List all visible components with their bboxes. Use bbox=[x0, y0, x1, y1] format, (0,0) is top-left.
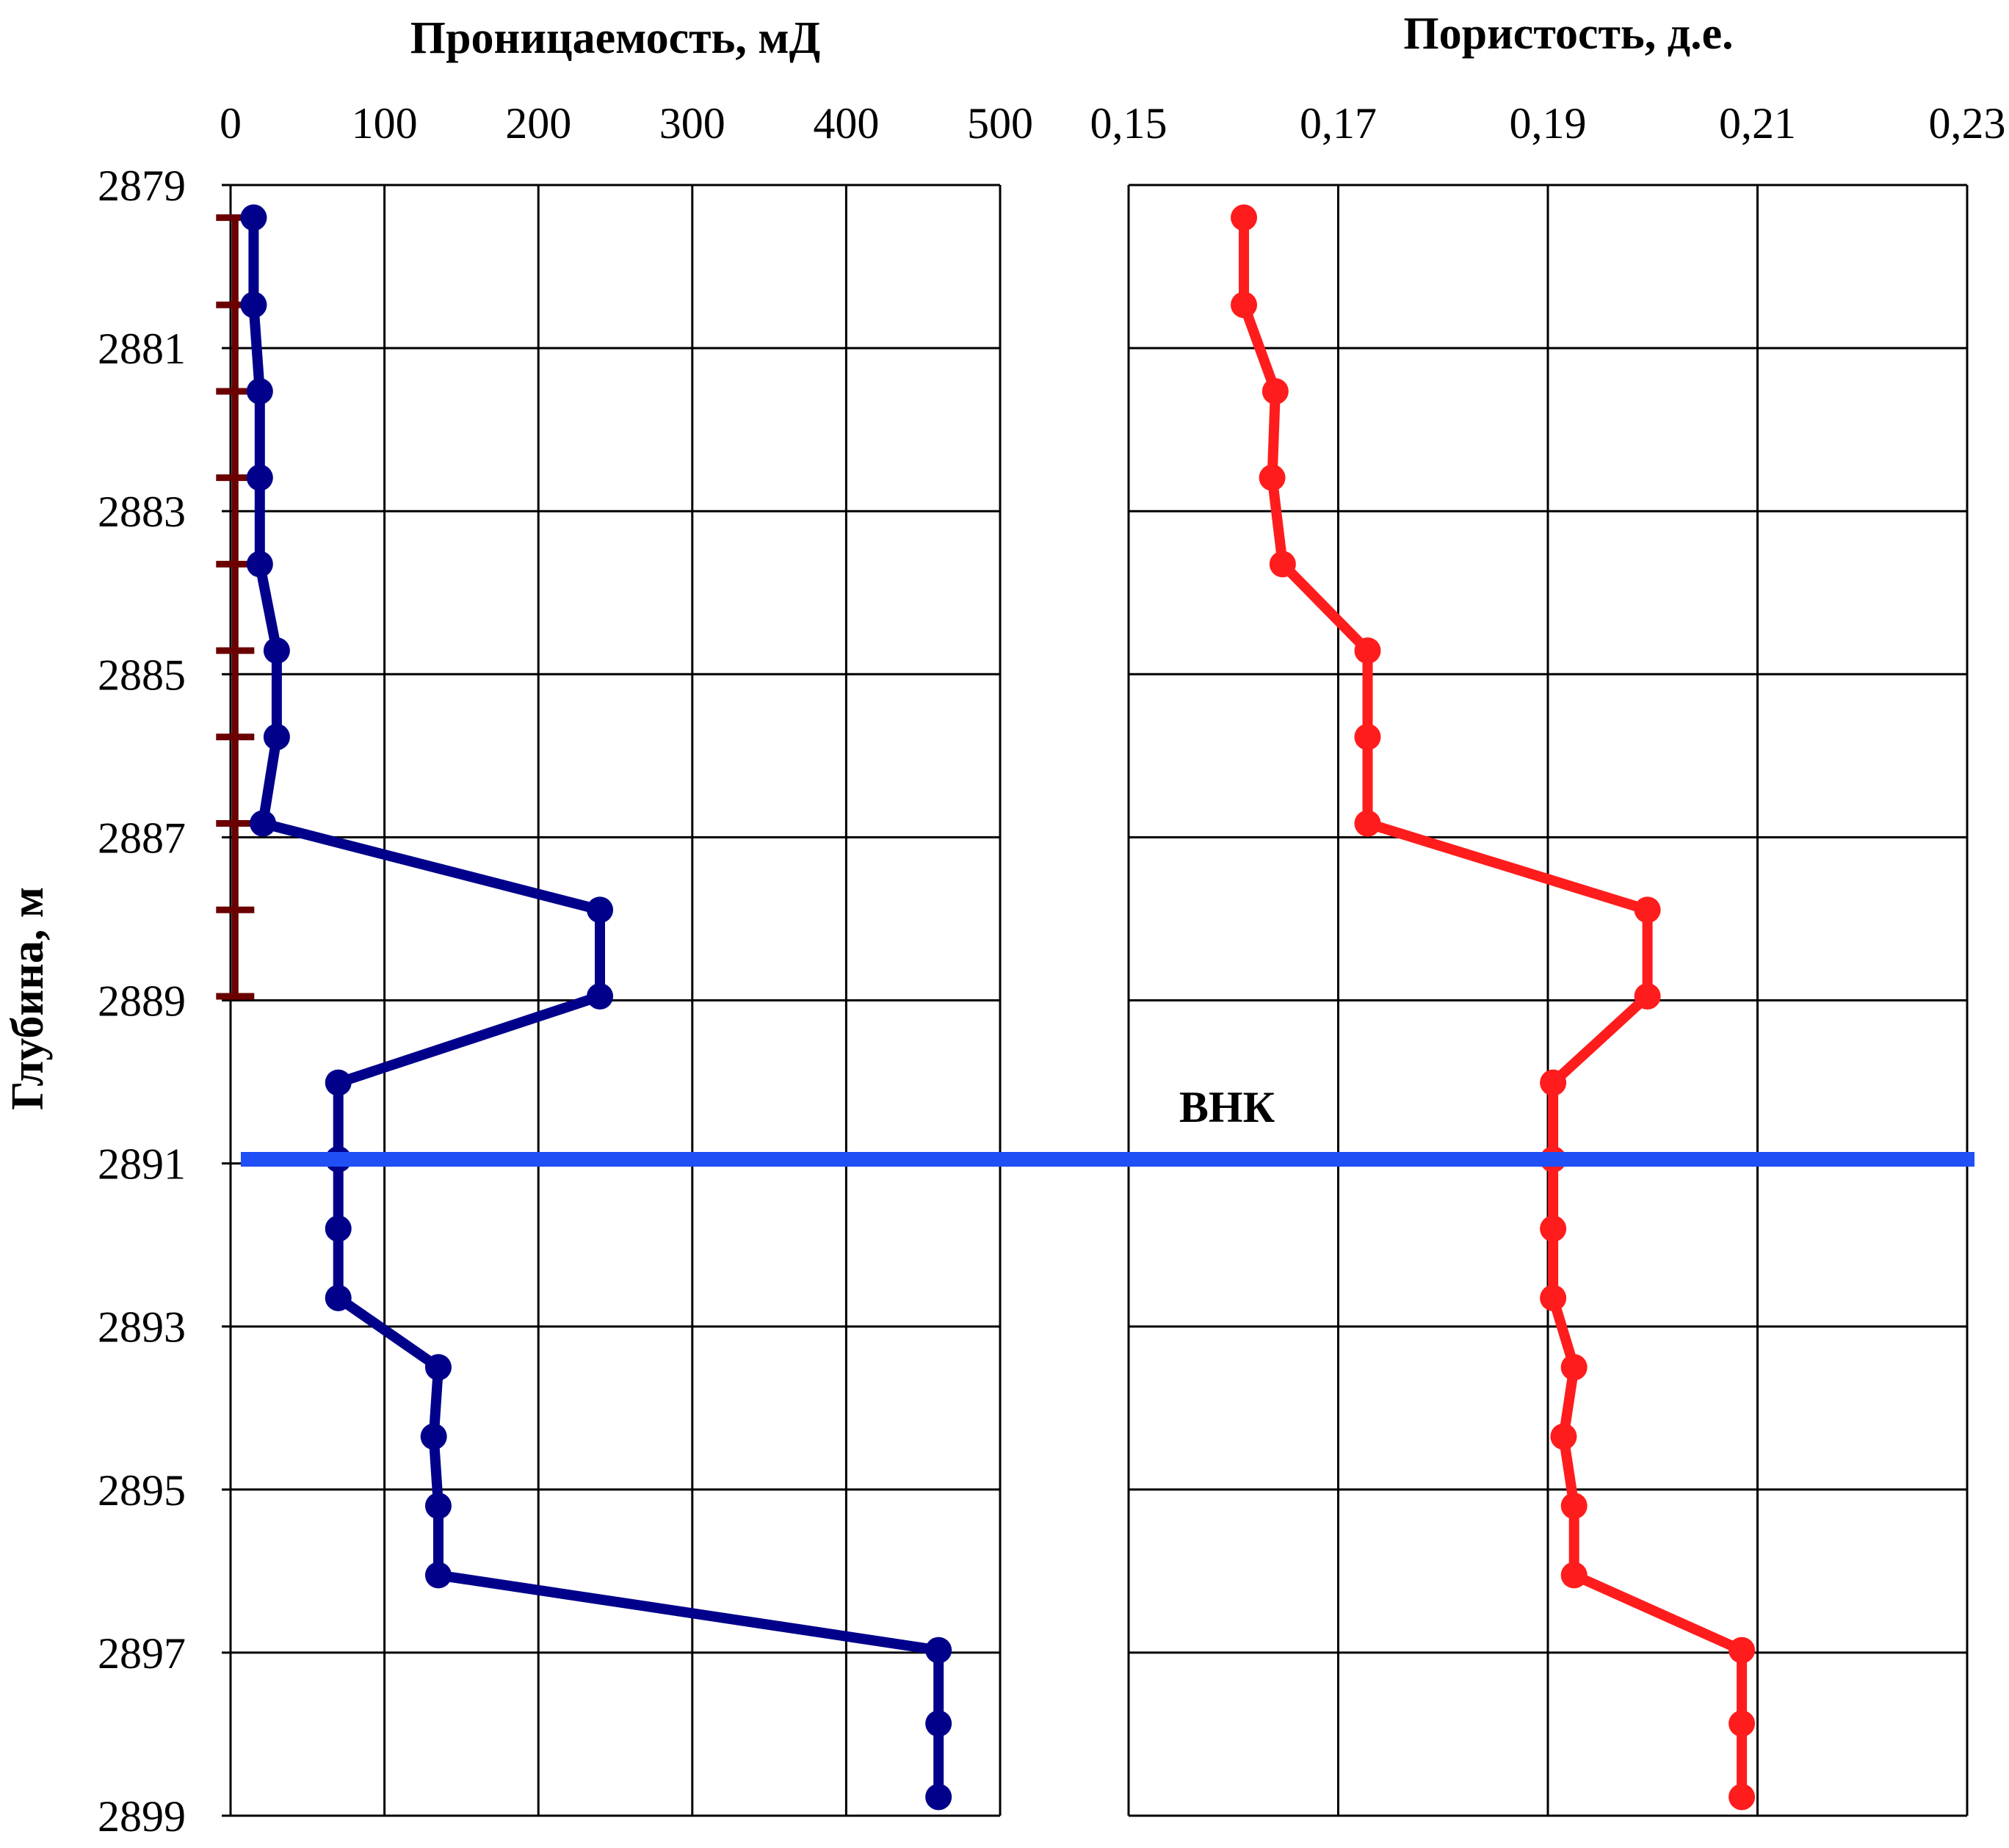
poro-x-tick-label: 0,17 bbox=[1300, 99, 1377, 148]
poro-x-tick-label: 0,21 bbox=[1719, 99, 1796, 148]
perm-data-point bbox=[424, 1493, 452, 1520]
perm-data-point bbox=[325, 1284, 352, 1311]
poro-data-point bbox=[1634, 896, 1661, 924]
perm-data-point bbox=[240, 204, 267, 231]
perm-data-point bbox=[325, 1069, 352, 1096]
poro-data-point bbox=[1540, 1215, 1567, 1242]
y-tick-label: 2879 bbox=[98, 162, 186, 210]
axis-labels: Проницаемость, мД Пористость, д.е. Глуби… bbox=[3, 9, 1734, 1131]
y-tick-label: 2885 bbox=[98, 651, 186, 699]
perm-data-point bbox=[263, 637, 290, 664]
poro-data-point bbox=[1729, 1710, 1756, 1737]
poro-x-tick-label: 0,19 bbox=[1510, 99, 1587, 148]
perm-data-point bbox=[424, 1562, 452, 1589]
poro-data-point bbox=[1261, 377, 1289, 405]
perm-data-point bbox=[246, 377, 273, 405]
poro-data-point bbox=[1560, 1493, 1588, 1520]
perm-data-point bbox=[587, 896, 614, 924]
perm-chart-title: Проницаемость, мД bbox=[410, 13, 820, 63]
poro-data-point bbox=[1550, 1423, 1577, 1450]
contact-line-label: ВНК bbox=[1179, 1083, 1275, 1131]
poro-data-point bbox=[1729, 1783, 1756, 1811]
perm-data-point bbox=[925, 1637, 952, 1664]
perm-x-tick-label: 300 bbox=[659, 99, 725, 148]
y-tick-label: 2897 bbox=[98, 1629, 186, 1678]
poro-data-point bbox=[1354, 637, 1381, 664]
perm-data-point bbox=[325, 1215, 352, 1242]
perm-data-point bbox=[246, 464, 273, 491]
perm-x-tick-label: 100 bbox=[352, 99, 418, 148]
poro-data-point bbox=[1231, 204, 1258, 231]
y-tick-label: 2891 bbox=[98, 1140, 186, 1189]
y-tick-label: 2899 bbox=[98, 1792, 186, 1841]
tick-labels: 0 100 200 300 400 500 2879 2881 2883 2885 2887 2889… bbox=[98, 99, 2006, 1841]
y-tick-label: 2889 bbox=[98, 977, 186, 1026]
poro-chart-title: Пористость, д.е. bbox=[1403, 9, 1733, 59]
poro-x-tick-label: 0,23 bbox=[1929, 99, 2006, 148]
y-axis-label: Глубина, м bbox=[3, 887, 53, 1110]
poro-data-point bbox=[1269, 551, 1296, 578]
perm-data-point bbox=[240, 291, 267, 319]
poro-data-point bbox=[1634, 982, 1661, 1010]
perm-data-point bbox=[925, 1710, 952, 1737]
perm-x-tick-label: 200 bbox=[505, 99, 571, 148]
poro-data-point bbox=[1259, 464, 1286, 491]
poro-data-point bbox=[1560, 1562, 1588, 1589]
y-tick-label: 2881 bbox=[98, 325, 186, 373]
y-tick-label: 2895 bbox=[98, 1466, 186, 1515]
perm-x-tick-label: 0 bbox=[220, 99, 242, 148]
poro-data-point bbox=[1231, 291, 1258, 319]
perm-data-point bbox=[424, 1354, 452, 1381]
perm-data-point bbox=[250, 810, 277, 837]
perm-x-tick-label: 400 bbox=[813, 99, 879, 148]
perm-data-point bbox=[246, 551, 273, 578]
perm-data-point bbox=[587, 982, 614, 1010]
poro-data-point bbox=[1354, 723, 1381, 750]
poro-data-point bbox=[1540, 1284, 1567, 1311]
poro-x-tick-label: 0,15 bbox=[1090, 99, 1168, 148]
grid-lines bbox=[222, 184, 1969, 1817]
perm-data-point bbox=[925, 1783, 952, 1811]
poro-data-point bbox=[1729, 1637, 1756, 1664]
poro-data-point bbox=[1354, 810, 1381, 837]
y-tick-label: 2887 bbox=[98, 814, 186, 862]
y-tick-label: 2893 bbox=[98, 1303, 186, 1352]
perm-data-point bbox=[263, 723, 290, 750]
poro-data-point bbox=[1540, 1069, 1567, 1096]
perm-data-point bbox=[420, 1423, 447, 1450]
perm-x-tick-label: 500 bbox=[967, 99, 1033, 148]
poro-data-point bbox=[1560, 1354, 1588, 1381]
y-tick-label: 2883 bbox=[98, 488, 186, 536]
